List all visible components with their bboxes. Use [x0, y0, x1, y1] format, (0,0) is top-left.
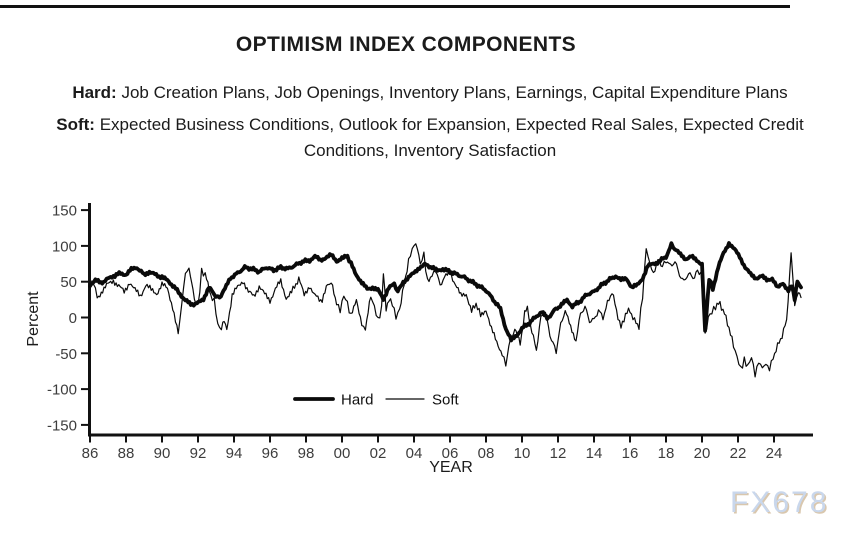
- x-tick-label: 86: [82, 445, 99, 462]
- x-tick-label: 12: [550, 445, 567, 462]
- hard-caption-text: Job Creation Plans, Job Openings, Invent…: [121, 83, 788, 102]
- hard-components-caption: Hard: Job Creation Plans, Job Openings, …: [0, 80, 860, 106]
- x-tick-label: 98: [298, 445, 315, 462]
- x-tick-label: 94: [226, 445, 243, 462]
- legend-label-soft: Soft: [432, 392, 460, 409]
- x-tick-label: 20: [694, 445, 711, 462]
- series-line-hard: [88, 241, 803, 343]
- x-tick-label: 90: [154, 445, 171, 462]
- x-tick-label: 00: [334, 445, 351, 462]
- y-tick-label: -50: [55, 346, 77, 363]
- soft-components-caption: Soft: Expected Business Conditions, Outl…: [35, 112, 825, 164]
- soft-caption-label: Soft:: [56, 115, 95, 134]
- x-tick-label: 02: [370, 445, 387, 462]
- x-tick-label: 10: [514, 445, 531, 462]
- x-tick-label: 18: [658, 445, 675, 462]
- y-axis-title: Percent: [25, 291, 42, 347]
- x-tick-label: 14: [586, 445, 603, 462]
- top-divider: [0, 5, 790, 8]
- x-tick-label: 04: [406, 445, 423, 462]
- y-tick-label: 50: [60, 274, 77, 291]
- x-tick-label: 08: [478, 445, 495, 462]
- series-line-soft: [89, 243, 802, 378]
- y-tick-label: 150: [52, 203, 77, 220]
- y-tick-label: -150: [47, 417, 77, 434]
- x-axis-title: YEAR: [429, 459, 473, 476]
- page-title: OPTIMISM INDEX COMPONENTS: [235, 33, 577, 56]
- x-tick-label: 24: [766, 445, 783, 462]
- legend-label-hard: Hard: [341, 392, 374, 409]
- x-tick-label: 16: [622, 445, 639, 462]
- x-tick-label: 22: [730, 445, 747, 462]
- y-tick-label: 0: [69, 310, 77, 327]
- hard-caption-label: Hard:: [72, 83, 117, 102]
- soft-caption-text: Expected Business Conditions, Outlook fo…: [99, 115, 804, 160]
- x-tick-label: 92: [190, 445, 207, 462]
- x-tick-label: 88: [118, 445, 135, 462]
- x-tick-label: 96: [262, 445, 279, 462]
- x-tick-label: 06: [442, 445, 459, 462]
- y-tick-label: 100: [52, 238, 77, 255]
- watermark-fx678: FX678: [730, 486, 829, 519]
- y-tick-label: -100: [47, 382, 77, 399]
